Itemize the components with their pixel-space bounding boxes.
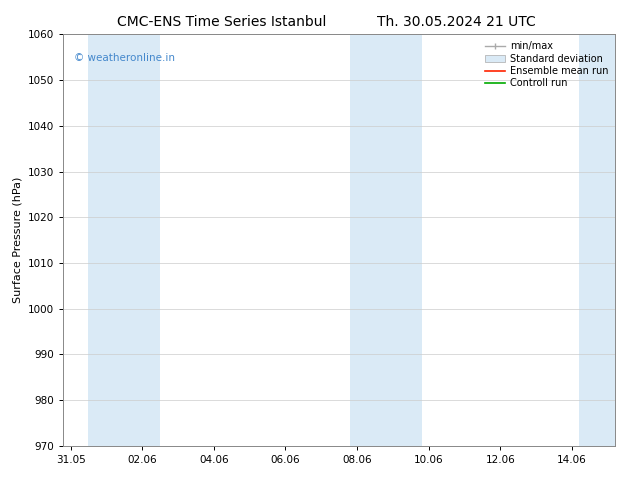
Text: Th. 30.05.2024 21 UTC: Th. 30.05.2024 21 UTC bbox=[377, 15, 536, 29]
Text: © weatheronline.in: © weatheronline.in bbox=[74, 53, 176, 63]
Bar bbox=[89, 34, 160, 446]
Bar bbox=[579, 34, 615, 446]
Y-axis label: Surface Pressure (hPa): Surface Pressure (hPa) bbox=[13, 177, 23, 303]
Bar bbox=[350, 34, 422, 446]
Text: CMC-ENS Time Series Istanbul: CMC-ENS Time Series Istanbul bbox=[117, 15, 327, 29]
Legend: min/max, Standard deviation, Ensemble mean run, Controll run: min/max, Standard deviation, Ensemble me… bbox=[483, 39, 610, 90]
